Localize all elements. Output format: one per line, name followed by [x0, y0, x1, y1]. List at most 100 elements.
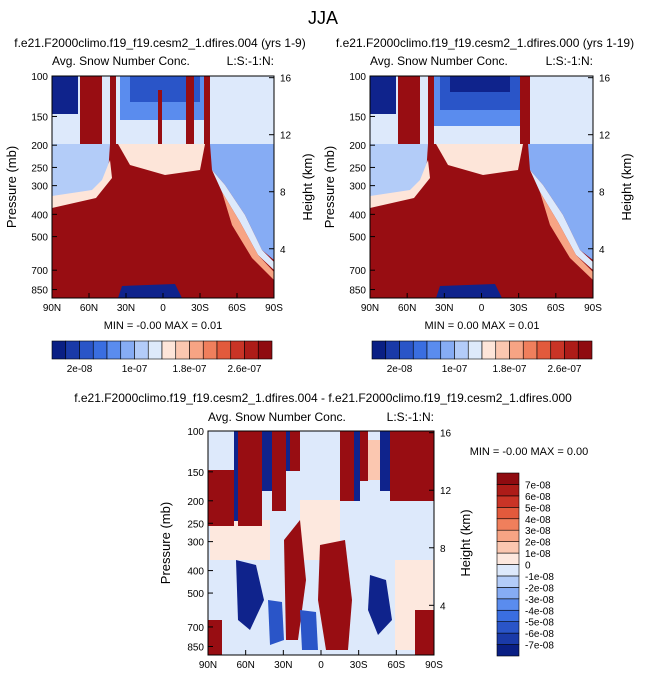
y-right-tick-label: 4: [280, 245, 286, 256]
colorbar-swatch: [147, 340, 163, 360]
y-tick-label: 200: [31, 141, 48, 152]
y-right-tick-label: 12: [599, 131, 611, 142]
y-right-tick-label: 16: [440, 429, 452, 440]
colorbar-swatch: [120, 340, 135, 360]
colorbar-swatch: [496, 621, 520, 634]
colorbar-swatch: [509, 340, 524, 360]
colorbar-label: 2e-08: [525, 538, 551, 549]
y-tick-label: 700: [349, 266, 366, 277]
mid-blue-south: [528, 144, 593, 260]
colorbar-swatch: [496, 484, 520, 497]
panel-subtitle: Avg. Snow Number Conc.: [208, 410, 346, 424]
surface-blue-patch: [118, 284, 182, 298]
mid-blue-north: [370, 144, 428, 200]
surface-blue-patch: [436, 284, 502, 298]
y-right-tick-label: 4: [599, 245, 605, 256]
colorbar-swatch: [202, 340, 218, 360]
x-tick-label: 90N: [199, 660, 217, 671]
colorbar-swatch: [496, 472, 520, 485]
colorbar-swatch: [385, 340, 400, 360]
y-axis-ticks: 100 150 200 250 300 400 500 700 850: [31, 72, 57, 297]
colorbar-label: 4e-08: [525, 515, 551, 526]
region-label: L:S:-1:N:: [227, 54, 274, 68]
y-tick-label: 400: [31, 210, 48, 221]
y-tick-label: 100: [31, 72, 48, 83]
x-tick-label: 60S: [387, 660, 405, 671]
colorbar-swatch: [65, 340, 80, 360]
upper-red-column: [158, 90, 162, 146]
y-tick-label: 500: [187, 589, 204, 600]
colorbar-swatch: [496, 598, 520, 611]
colorbar-swatch: [496, 518, 520, 531]
panel-subtitle: Avg. Snow Number Conc.: [370, 54, 508, 68]
colorbar-swatch: [496, 495, 520, 508]
colorbar-swatch: [496, 587, 520, 600]
upper-red-column: [186, 76, 194, 146]
y-tick-label: 850: [187, 642, 204, 653]
mid-white-north: [370, 160, 430, 208]
x-tick-label: 60N: [398, 303, 416, 314]
y-tick-label: 150: [349, 112, 366, 123]
y-right-tick-label: 12: [440, 486, 452, 497]
y-right-axis-label: Height (km): [458, 509, 473, 576]
colorbar-swatch: [230, 340, 245, 360]
colorbar-label: -4e-08: [525, 606, 554, 617]
y-tick-label: 700: [187, 623, 204, 634]
diff-red-block: [360, 431, 368, 481]
diff-central-red: [284, 520, 306, 640]
x-axis-ticks: 90N 60N 30N 0 30S 60S 90S: [199, 650, 443, 671]
colorbar-label: 0: [525, 561, 531, 572]
min-max-label: MIN = -0.00 MAX = 0.01: [104, 320, 223, 332]
colorbar-label: -5e-08: [525, 618, 554, 629]
y-right-ticks: 16 12 8 4: [429, 429, 452, 612]
x-tick-label: 90S: [265, 303, 283, 314]
colorbar-swatch: [175, 340, 190, 360]
colorbar-swatch: [496, 507, 520, 520]
y-tick-label: 700: [31, 266, 48, 277]
field-nw-darkblue: [52, 76, 78, 114]
colorbar-swatch: [92, 340, 108, 360]
min-max-label: MIN = -0.00 MAX = 0.00: [470, 446, 589, 458]
figure-title: JJA: [308, 8, 338, 28]
y-tick-label: 850: [349, 286, 366, 297]
colorbar-swatch: [496, 529, 520, 542]
mid-white-north: [52, 160, 112, 208]
y-tick-label: 850: [31, 286, 48, 297]
colorbar-swatch: [536, 340, 552, 360]
x-tick-label: 90S: [584, 303, 602, 314]
y-tick-label: 100: [349, 72, 366, 83]
x-tick-label: 60S: [547, 303, 565, 314]
diff-surface-red: [208, 620, 222, 655]
colorbar-swatch: [496, 609, 520, 622]
colorbar-swatch: [454, 340, 469, 360]
mid-lightblue-south: [212, 170, 274, 270]
colorbar-label: 1.8e-07: [173, 364, 207, 375]
y-right-tick-label: 8: [440, 544, 446, 555]
y-tick-label: 400: [187, 567, 204, 578]
colorbar-label: 5e-08: [525, 503, 551, 514]
y-tick-label: 150: [187, 468, 204, 479]
x-tick-label: 30N: [274, 660, 292, 671]
colorbar-swatch: [467, 340, 483, 360]
diff-red-block: [340, 431, 354, 501]
case-title-left: f.e21.F2000climo.f19_f19.cesm2_1.dfires.…: [14, 36, 305, 50]
min-max-label: MIN = 0.00 MAX = 0.01: [425, 320, 540, 332]
colorbar-swatch: [51, 340, 67, 360]
colorbar-label: -1e-08: [525, 572, 554, 583]
y-right-tick-label: 4: [440, 601, 446, 612]
colorbar-swatch: [496, 564, 520, 577]
mid-orange-south: [222, 192, 274, 280]
x-tick-label: 30S: [510, 303, 528, 314]
y-tick-label: 250: [31, 163, 48, 174]
colorbar-swatch: [412, 340, 428, 360]
y-tick-label: 300: [349, 182, 366, 193]
diff-surface-red: [415, 610, 434, 655]
mid-white-dip: [436, 144, 523, 175]
colorbar-swatch: [189, 340, 204, 360]
colorbar-label: 2e-08: [67, 364, 93, 375]
upper-red-column: [110, 76, 116, 146]
colorbar-label: 2.6e-07: [548, 364, 582, 375]
colorbar-swatch: [440, 340, 455, 360]
colorbar-swatch: [161, 340, 177, 360]
